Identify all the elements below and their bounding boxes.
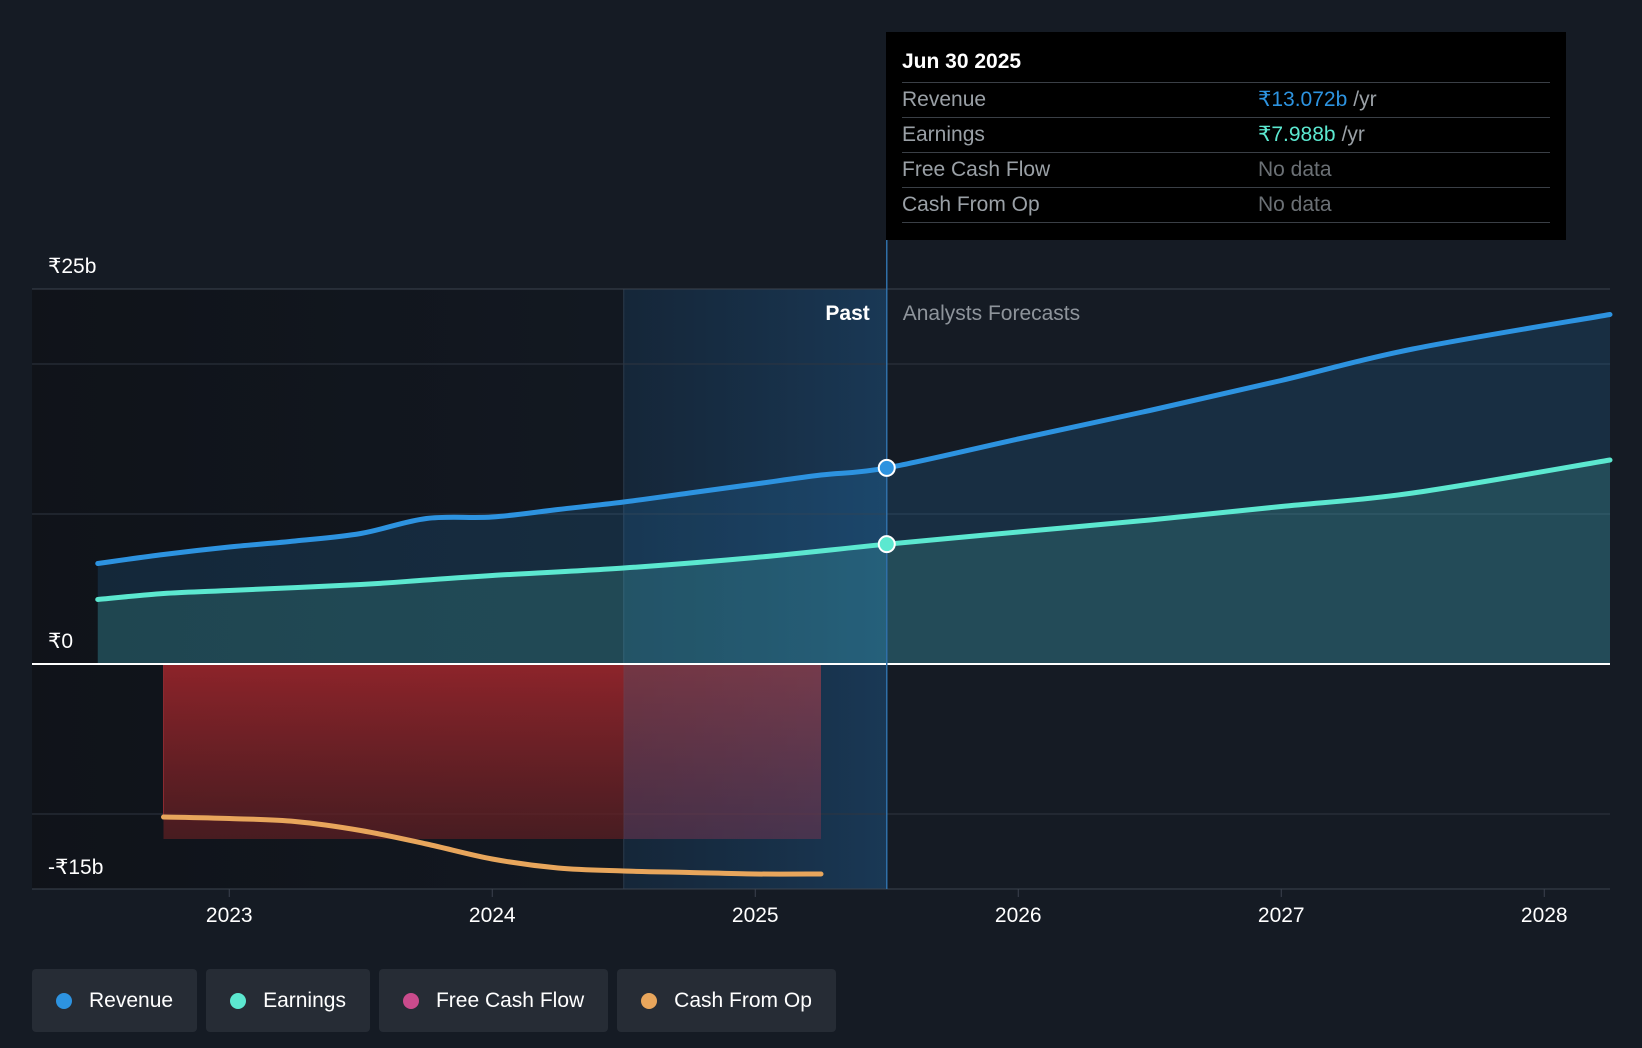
tooltip-panel: Jun 30 2025 Revenue ₹13.072b /yr Earning… xyxy=(886,32,1566,240)
tooltip-unit-earnings: /yr xyxy=(1341,123,1365,146)
free-cash-flow-area xyxy=(163,664,624,839)
x-tick-label-2: 2025 xyxy=(732,904,779,927)
legend-item-earnings[interactable]: Earnings xyxy=(206,969,370,1032)
tooltip-row-revenue: Revenue ₹13.072b /yr xyxy=(902,83,1550,118)
tooltip-value-free-cash-flow: No data xyxy=(1258,158,1332,181)
x-tick-label-3: 2026 xyxy=(995,904,1042,927)
tooltip-row-free-cash-flow: Free Cash Flow No data xyxy=(902,153,1550,188)
tooltip-label-revenue: Revenue xyxy=(902,88,987,111)
revenue-dot-icon xyxy=(56,992,72,1009)
y-tick-label-0: ₹25b xyxy=(48,255,96,278)
legend-item-revenue[interactable]: Revenue xyxy=(32,969,198,1032)
tooltip-value-earnings: ₹7.988b xyxy=(1258,123,1336,146)
tooltip-date: Jun 30 2025 xyxy=(902,46,1550,83)
legend-label-free-cash-flow: Free Cash Flow xyxy=(435,988,585,1012)
cash-from-op-dot-icon xyxy=(641,992,658,1009)
cash-from-op-line xyxy=(161,814,824,877)
chart-legend: Revenue Earnings Free Cash Flow Cash Fro… xyxy=(32,969,836,1032)
tooltip-label-cash-from-op: Cash From Op xyxy=(902,193,1040,216)
revenue-line xyxy=(95,312,1613,566)
revenue-point xyxy=(877,458,896,477)
past-label: Past xyxy=(825,302,869,325)
tooltip-value-cash-from-op: No data xyxy=(1258,193,1332,216)
earnings-point xyxy=(877,535,896,554)
tooltip-unit-revenue: /yr xyxy=(1353,88,1377,111)
legend-item-cash-from-op[interactable]: Cash From Op xyxy=(617,969,836,1032)
earnings-dot-icon xyxy=(230,992,247,1009)
earnings-area xyxy=(97,460,1610,664)
legend-label-cash-from-op: Cash From Op xyxy=(674,988,812,1012)
x-tick-label-4: 2027 xyxy=(1258,904,1305,927)
forecast-label: Analysts Forecasts xyxy=(903,302,1080,325)
legend-label-revenue: Revenue xyxy=(89,988,174,1012)
tooltip-row-earnings: Earnings ₹7.988b /yr xyxy=(902,118,1550,153)
tooltip-label-free-cash-flow: Free Cash Flow xyxy=(902,158,1051,181)
x-tick-label-5: 2028 xyxy=(1521,904,1568,927)
x-tick-label-1: 2024 xyxy=(469,904,516,927)
earnings-line xyxy=(95,457,1613,602)
free-cash-flow-area-highlight xyxy=(623,664,821,839)
legend-label-earnings: Earnings xyxy=(263,988,346,1012)
tooltip-label-earnings: Earnings xyxy=(902,123,985,146)
free-cash-flow-dot-icon xyxy=(402,992,419,1009)
x-tick-label-0: 2023 xyxy=(206,904,253,927)
legend-item-free-cash-flow[interactable]: Free Cash Flow xyxy=(378,969,609,1032)
tooltip-value-revenue: ₹13.072b xyxy=(1258,88,1348,111)
tooltip-row-cash-from-op: Cash From Op No data xyxy=(902,188,1550,223)
y-tick-label-2: -₹15b xyxy=(48,856,103,879)
y-tick-label-1: ₹0 xyxy=(48,630,73,653)
